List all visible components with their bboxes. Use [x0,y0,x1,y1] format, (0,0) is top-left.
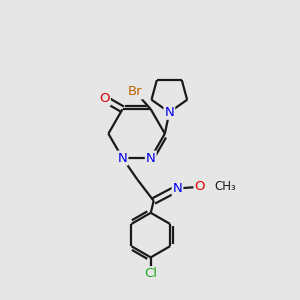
Text: O: O [194,180,205,194]
Text: Cl: Cl [144,267,157,280]
Text: N: N [164,106,174,119]
Text: N: N [172,182,182,195]
Text: CH₃: CH₃ [214,180,236,194]
Text: N: N [118,152,128,165]
Text: Br: Br [128,85,142,98]
Text: N: N [146,152,156,165]
Text: O: O [99,92,110,105]
